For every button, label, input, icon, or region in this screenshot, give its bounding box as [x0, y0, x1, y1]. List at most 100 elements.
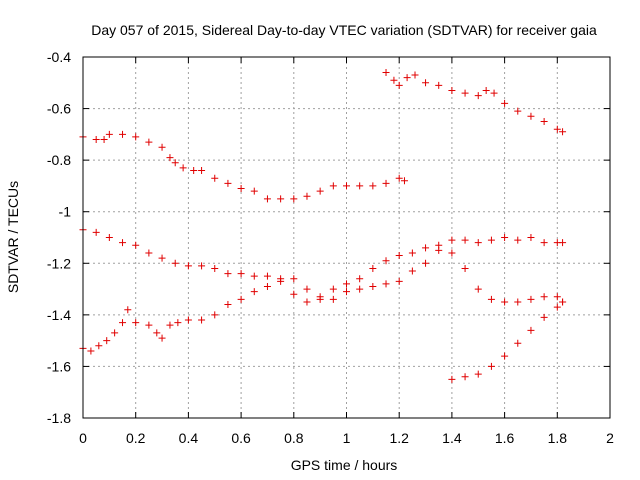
data-point: [343, 182, 350, 190]
data-point: [527, 234, 535, 241]
data-point: [303, 192, 311, 200]
x-tick-label: 1.4: [442, 430, 462, 446]
data-point: [237, 295, 245, 303]
data-point: [87, 347, 95, 355]
data-point: [395, 174, 403, 182]
data-point: [211, 311, 219, 319]
data-point: [448, 236, 456, 244]
series-track-e: [448, 298, 567, 383]
y-tick-label: -0.4: [47, 49, 71, 65]
data-point: [553, 293, 561, 301]
data-point: [250, 187, 258, 195]
y-tick-label: -0.6: [47, 101, 71, 117]
data-point: [487, 362, 495, 370]
data-point: [527, 112, 535, 120]
data-point: [237, 270, 245, 278]
data-point: [356, 285, 364, 293]
data-point: [174, 319, 182, 327]
data-point: [316, 187, 324, 195]
data-point: [474, 239, 482, 247]
x-tick-label: 1: [343, 430, 351, 446]
data-point: [250, 272, 258, 280]
data-point: [329, 285, 337, 293]
data-point: [171, 159, 179, 167]
data-point: [211, 264, 219, 272]
data-point: [514, 236, 522, 244]
x-tick-label: 1.2: [389, 430, 409, 446]
data-point: [343, 288, 350, 296]
x-tick-label: 1.8: [548, 430, 568, 446]
data-point: [119, 130, 127, 138]
data-point: [559, 128, 567, 136]
data-point: [132, 133, 140, 141]
data-point: [184, 262, 192, 270]
data-point: [132, 319, 140, 327]
data-point: [356, 182, 364, 190]
data-point: [514, 107, 522, 115]
data-point: [461, 89, 469, 97]
data-point: [448, 87, 456, 95]
data-point: [316, 293, 324, 301]
data-point: [461, 236, 469, 244]
x-tick-label: 0: [79, 430, 87, 446]
x-tick-label: 0.6: [231, 430, 251, 446]
data-point: [501, 234, 509, 241]
data-point: [369, 264, 377, 272]
data-point: [553, 303, 561, 311]
data-point: [390, 76, 398, 84]
y-axis-label: SDTVAR / TECUs: [5, 181, 21, 293]
data-point: [263, 272, 271, 280]
data-point: [343, 280, 350, 288]
data-point: [237, 185, 245, 193]
data-point: [527, 295, 535, 303]
y-tick-label: -1.8: [47, 410, 71, 426]
data-point: [119, 239, 127, 247]
data-point: [92, 228, 100, 236]
data-point: [224, 270, 232, 278]
y-tick-label: -1.6: [47, 358, 71, 374]
data-point: [369, 182, 377, 190]
data-point: [382, 280, 390, 288]
data-point: [158, 143, 166, 151]
data-point: [382, 179, 390, 187]
x-tick-label: 0.8: [284, 430, 304, 446]
data-point: [403, 74, 411, 82]
x-axis-label: GPS time / hours: [291, 457, 398, 473]
data-point: [158, 334, 166, 342]
data-point: [395, 277, 403, 285]
y-tick-label: -1.4: [47, 307, 71, 323]
data-point: [153, 329, 161, 337]
data-point: [514, 339, 522, 347]
data-point: [408, 267, 416, 275]
data-point: [501, 99, 509, 107]
data-point: [145, 138, 153, 146]
data-point: [290, 195, 298, 203]
data-point: [190, 166, 198, 174]
data-point: [171, 259, 179, 267]
data-point: [540, 293, 548, 301]
data-point: [100, 136, 108, 144]
data-point: [103, 337, 111, 345]
data-point: [422, 259, 430, 267]
data-point: [540, 117, 548, 125]
data-point: [184, 316, 192, 324]
data-point: [369, 282, 377, 290]
data-point: [119, 319, 127, 327]
data-point: [329, 182, 337, 190]
data-point: [461, 373, 469, 381]
data-point: [158, 254, 166, 262]
data-point: [514, 298, 522, 306]
data-point: [382, 257, 390, 265]
data-point: [105, 130, 113, 138]
data-point: [95, 342, 103, 350]
data-point: [461, 264, 469, 272]
data-point: [395, 81, 403, 89]
series-track-d: [79, 246, 567, 355]
data-point: [474, 370, 482, 378]
data-point: [277, 275, 285, 283]
data-point: [198, 262, 206, 270]
data-point: [540, 313, 548, 321]
data-point: [474, 92, 482, 100]
data-point: [211, 174, 219, 182]
